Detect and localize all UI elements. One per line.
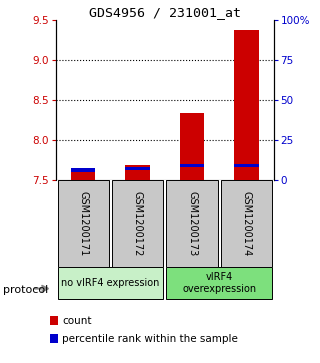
Bar — [166, 180, 218, 267]
Text: GSM1200172: GSM1200172 — [132, 191, 143, 256]
Text: count: count — [62, 316, 92, 326]
Text: percentile rank within the sample: percentile rank within the sample — [62, 334, 238, 344]
Text: GSM1200173: GSM1200173 — [187, 191, 197, 256]
Bar — [180, 163, 204, 167]
Bar — [166, 267, 272, 299]
Bar — [234, 29, 259, 180]
Bar — [125, 165, 150, 180]
Title: GDS4956 / 231001_at: GDS4956 / 231001_at — [89, 6, 241, 19]
Bar — [58, 267, 163, 299]
Bar — [234, 163, 259, 167]
Text: protocol: protocol — [3, 285, 48, 295]
Bar — [71, 168, 95, 180]
Bar — [112, 180, 163, 267]
Bar — [58, 180, 109, 267]
Text: vIRF4
overexpression: vIRF4 overexpression — [182, 272, 256, 294]
Bar — [125, 167, 150, 170]
Bar — [71, 168, 95, 172]
Text: no vIRF4 expression: no vIRF4 expression — [61, 278, 160, 288]
Text: GSM1200171: GSM1200171 — [78, 191, 88, 256]
Bar — [180, 113, 204, 180]
Text: GSM1200174: GSM1200174 — [241, 191, 252, 256]
Bar — [221, 180, 272, 267]
